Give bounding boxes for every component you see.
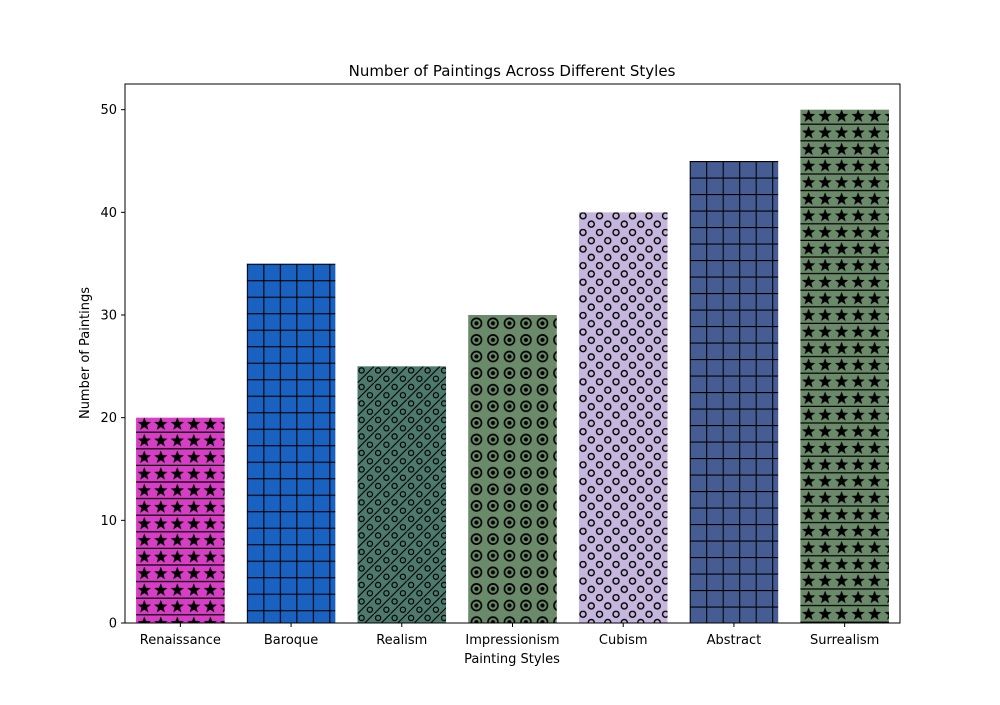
y-tick-label: 40 bbox=[100, 206, 117, 221]
y-tick-label: 30 bbox=[100, 309, 117, 324]
x-tick-label-impressionism: Impressionism bbox=[465, 633, 559, 648]
y-tick-label: 20 bbox=[100, 411, 117, 426]
y-tick-label: 10 bbox=[100, 514, 117, 529]
x-tick-label-cubism: Cubism bbox=[599, 633, 648, 648]
bar-realism bbox=[357, 366, 447, 623]
bar-cubism bbox=[578, 212, 668, 623]
y-tick-label: 0 bbox=[109, 617, 117, 632]
bars-layer bbox=[136, 109, 889, 624]
bar-abstract bbox=[689, 161, 779, 623]
bar-baroque bbox=[246, 263, 336, 623]
bar-renaissance bbox=[136, 417, 225, 623]
bar-surrealism bbox=[800, 109, 889, 624]
chart-title: Number of Paintings Across Different Sty… bbox=[349, 62, 676, 80]
axes-layer: 0 10 20 30 40 50 Renaissance Baroque Realism Impr… bbox=[100, 83, 901, 648]
y-tick-label: 50 bbox=[100, 103, 117, 118]
x-tick-label-abstract: Abstract bbox=[707, 633, 762, 648]
bar-impressionism bbox=[468, 315, 557, 623]
x-tick-label-realism: Realism bbox=[376, 633, 427, 648]
x-tick-label-renaissance: Renaissance bbox=[140, 633, 221, 648]
x-tick-label-surrealism: Surrealism bbox=[810, 633, 879, 648]
x-tick-label-baroque: Baroque bbox=[264, 633, 318, 648]
x-axis-label: Painting Styles bbox=[464, 652, 560, 667]
y-axis-label: Number of Paintings bbox=[78, 287, 93, 419]
